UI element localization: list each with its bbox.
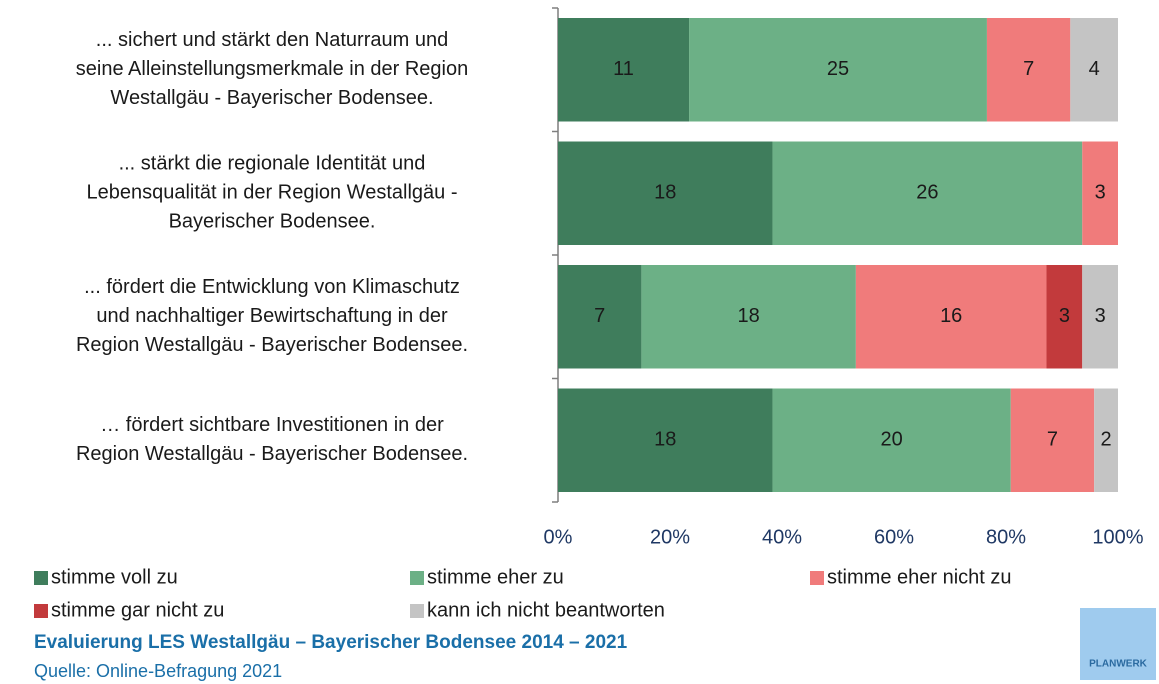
data-label: 7: [1047, 429, 1058, 451]
data-label: 18: [654, 429, 676, 451]
category-label: Lebensqualität in der Region Westallgäu …: [87, 182, 458, 204]
x-tick-label: 100%: [1092, 526, 1143, 548]
data-label: 16: [940, 305, 962, 327]
category-label: Region Westallgäu - Bayerischer Bodensee…: [76, 334, 468, 356]
legend-swatch: [410, 571, 424, 585]
category-label: ... fördert die Entwicklung von Klimasch…: [84, 276, 460, 298]
bar-segment: [986, 18, 1071, 122]
bar-segment: [855, 265, 1047, 369]
data-label: 2: [1101, 429, 1112, 451]
data-label: 3: [1095, 182, 1106, 204]
data-label: 4: [1089, 58, 1100, 80]
data-label: 26: [916, 182, 938, 204]
legend-swatch: [34, 571, 48, 585]
legend-swatch: [810, 571, 824, 585]
logo-box: [1080, 608, 1156, 680]
legend-swatch: [410, 604, 424, 618]
legend-label: stimme voll zu: [51, 566, 178, 588]
x-tick-label: 40%: [762, 526, 802, 548]
bar-segment: [641, 265, 856, 369]
category-label: Westallgäu - Bayerischer Bodensee.: [110, 87, 433, 109]
data-label: 3: [1059, 305, 1070, 327]
category-label: … fördert sichtbare Investitionen in der: [100, 414, 444, 436]
bar-segment: [772, 388, 1011, 492]
category-label: ... stärkt die regionale Identität und: [119, 153, 426, 175]
legend-label: kann ich nicht beantworten: [427, 599, 665, 621]
footer-source: Quelle: Online-Befragung 2021: [34, 661, 282, 681]
legend-label: stimme eher nicht zu: [827, 566, 1012, 588]
category-label: und nachhaltiger Bewirtschaftung in der: [96, 305, 448, 327]
data-label: 11: [613, 58, 634, 80]
x-tick-label: 0%: [544, 526, 573, 548]
data-label: 25: [827, 58, 849, 80]
data-label: 7: [1023, 58, 1034, 80]
data-label: 7: [594, 305, 605, 327]
bar-segment: [558, 141, 773, 245]
legend-label: stimme gar nicht zu: [51, 599, 224, 621]
bar-segment: [1082, 265, 1118, 369]
data-label: 3: [1095, 305, 1106, 327]
category-label: Bayerischer Bodensee.: [169, 211, 376, 233]
bar-segment: [558, 18, 690, 122]
x-tick-label: 60%: [874, 526, 914, 548]
x-tick-label: 80%: [986, 526, 1026, 548]
bar-segment: [558, 265, 642, 369]
category-label: Region Westallgäu - Bayerischer Bodensee…: [76, 443, 468, 465]
legend-swatch: [34, 604, 48, 618]
x-tick-label: 20%: [650, 526, 690, 548]
category-label: ... sichert und stärkt den Naturraum und: [96, 29, 448, 51]
data-label: 18: [738, 305, 760, 327]
bar-segment: [558, 388, 773, 492]
bar-segment: [1094, 388, 1118, 492]
data-label: 20: [880, 429, 902, 451]
bar-segment: [1082, 141, 1118, 245]
bar-segment: [1010, 388, 1095, 492]
bar-segment: [1070, 18, 1118, 122]
bar-segment: [689, 18, 987, 122]
logo: PLANWERK: [1089, 659, 1148, 670]
footer-title: Evaluierung LES Westallgäu – Bayerischer…: [34, 632, 628, 653]
data-label: 18: [654, 182, 676, 204]
bar-segment: [772, 141, 1083, 245]
bar-segment: [1046, 265, 1083, 369]
legend-label: stimme eher zu: [427, 566, 564, 588]
category-label: seine Alleinstellungsmerkmale in der Reg…: [76, 58, 468, 80]
